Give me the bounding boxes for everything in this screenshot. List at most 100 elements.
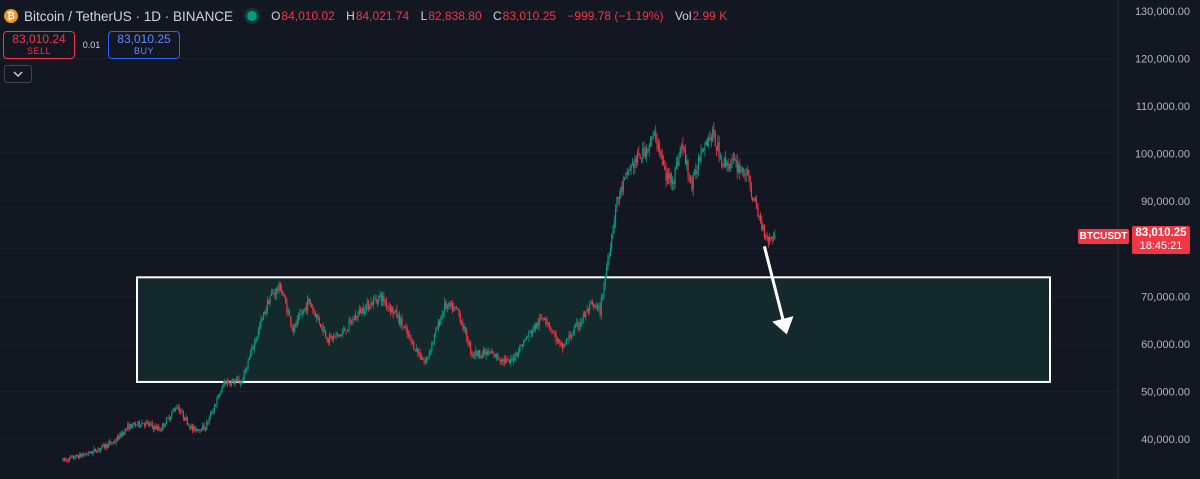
candle-body: [228, 381, 230, 384]
candle-body: [81, 454, 84, 457]
volume-value: 2.99 K: [692, 9, 728, 23]
candle-body: [537, 323, 539, 326]
candle-body: [577, 322, 579, 328]
y-tick-label: 60,000.00: [1141, 339, 1190, 351]
candle-body: [774, 234, 776, 240]
candle-body: [448, 302, 450, 306]
candle-body: [256, 336, 258, 341]
y-tick-label: 50,000.00: [1141, 386, 1190, 398]
candle-body: [269, 296, 271, 304]
candle-body: [690, 177, 692, 181]
candle-body: [391, 307, 393, 313]
candle-body: [422, 358, 424, 360]
symbol-title[interactable]: Bitcoin / TetherUS · 1D · BINANCE: [24, 8, 234, 24]
candle-body: [127, 424, 129, 429]
candle-body: [712, 129, 714, 142]
candle-body: [517, 351, 520, 356]
candle-body: [668, 172, 670, 179]
candle-body: [224, 381, 226, 385]
y-tick-label: 40,000.00: [1141, 434, 1190, 446]
candle-body: [655, 132, 657, 140]
candle-body: [97, 449, 99, 453]
candle-body: [375, 299, 377, 301]
candle-body: [669, 174, 671, 179]
candle-body: [758, 216, 760, 218]
candle-body: [108, 441, 111, 443]
candle-body: [529, 330, 531, 332]
candle-body: [260, 320, 262, 326]
candle-body: [79, 453, 81, 459]
candle-body: [156, 426, 159, 429]
collapse-legend-button[interactable]: [4, 65, 32, 83]
candle-body: [768, 236, 771, 243]
candle-body: [444, 301, 446, 313]
last-price: 83,010.25: [1135, 227, 1187, 239]
candle-body: [264, 311, 266, 315]
candle-body: [570, 336, 573, 338]
candle-body: [658, 147, 661, 151]
candle-body: [590, 301, 592, 304]
candle-body: [479, 350, 481, 357]
candle-body: [400, 318, 402, 325]
close-value: 83,010.25: [502, 9, 557, 23]
open-label: O: [271, 9, 281, 23]
candle-body: [460, 323, 463, 324]
candle-body: [407, 334, 410, 336]
candle-body: [642, 147, 644, 159]
candle-body: [532, 330, 534, 335]
candle-body: [71, 455, 73, 457]
candle-body: [724, 157, 727, 167]
candle-body: [730, 163, 732, 169]
candle-body: [229, 383, 231, 386]
candle-body: [630, 164, 632, 170]
candle-body: [484, 349, 486, 355]
candle-body: [404, 327, 406, 329]
candle-body: [746, 171, 749, 175]
candle-body: [155, 426, 157, 430]
candle-body: [151, 423, 153, 427]
candle-body: [277, 288, 279, 291]
candle-body: [266, 300, 269, 311]
candle-body: [697, 157, 700, 170]
candle-body: [111, 443, 113, 444]
buy-button[interactable]: 83,010.25 BUY: [108, 31, 180, 59]
candle-body: [88, 451, 90, 455]
candle-body: [372, 298, 375, 305]
candle-body: [174, 408, 177, 410]
candle-body: [415, 347, 417, 351]
candle-body: [621, 186, 623, 191]
candle-body: [587, 308, 590, 312]
candle-body: [731, 158, 733, 164]
candle-body: [602, 297, 604, 298]
candle-body: [464, 326, 467, 330]
candle-body: [521, 345, 524, 347]
candle-body: [279, 282, 282, 291]
candle-body: [691, 181, 693, 190]
candle-body: [251, 346, 253, 353]
candle-body: [141, 422, 143, 426]
candle-body: [581, 320, 583, 323]
candle-body: [599, 306, 601, 315]
candle-body: [184, 417, 186, 421]
candle-body: [708, 137, 710, 147]
candle-body: [548, 325, 551, 328]
candle-body: [366, 301, 368, 306]
candle-body: [489, 351, 491, 353]
sell-button[interactable]: 83,010.24 SELL: [3, 31, 75, 59]
candle-body: [420, 357, 423, 360]
candle-body: [450, 303, 452, 307]
candle-body: [288, 311, 291, 316]
candle-body: [666, 173, 668, 181]
candle-body: [442, 312, 445, 314]
candle-body: [304, 307, 306, 310]
candle-body: [238, 379, 240, 384]
candle-body: [68, 457, 71, 461]
candle-body: [766, 235, 768, 239]
candle-body: [389, 307, 392, 312]
candle-body: [705, 140, 707, 146]
candle-body: [136, 424, 138, 426]
candle-body: [525, 337, 527, 340]
candle-body: [586, 308, 588, 312]
candle-body: [231, 379, 234, 382]
